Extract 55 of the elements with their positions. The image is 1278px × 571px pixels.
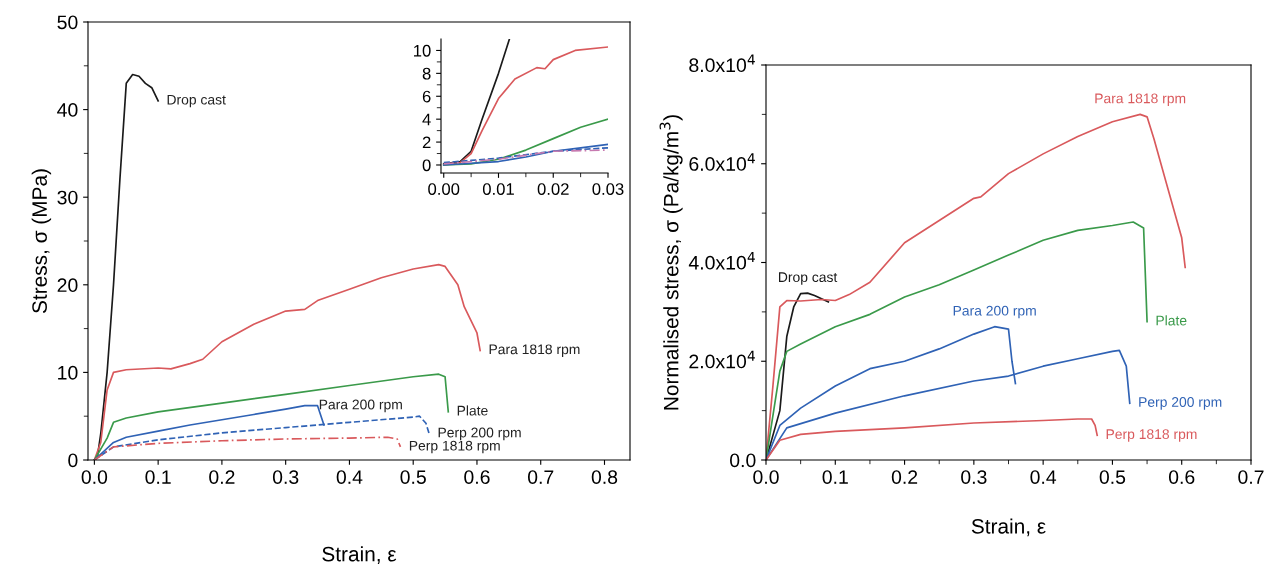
series-label: Plate [1156,315,1187,326]
y-tick-label: 2 [422,136,431,149]
y-tick-label: 4.0x10$^{4}$ [688,252,755,270]
series-label: Para 1818 rpm [489,344,580,357]
x-tick-label: 0.2 [209,470,235,484]
x-tick-label: 0.0 [753,470,779,484]
y-tick-label: 50 [57,15,78,30]
series-label: Drop cast [167,94,226,108]
x-tick-label: 0.6 [1168,470,1195,484]
series-label: Perp 1818 rpm [409,440,500,454]
x-axis-title: Strain, ε [971,518,1046,537]
x-tick-label: 0.6 [464,470,490,484]
y-tick-label: 2.0x10$^{4}$ [689,350,755,369]
x-tick-label: 0.02 [537,183,569,195]
x-tick-label: 0.1 [145,470,171,484]
x-axis-title: Strain, ε [322,546,397,564]
series-label: Para 200 rpm [319,399,402,413]
series-label: Perp 200 rpm [438,427,521,441]
x-tick-label: 0.8 [591,470,618,484]
x-tick-label: 0.3 [272,470,299,484]
x-tick-label: 0.3 [961,470,987,484]
x-tick-label: 0.2 [891,470,918,484]
y-tick-label: 20 [57,278,78,293]
y-tick-label: 0.0 [730,453,756,468]
x-tick-label: 0.1 [822,470,848,484]
y-tick-label: 6 [422,90,431,103]
x-tick-label: 0.4 [1030,470,1057,484]
series-label: Para 200 rpm [953,305,1036,319]
y-tick-label: 0 [68,453,78,468]
x-tick-label: 0.5 [1099,470,1126,484]
x-tick-label: 0.7 [527,470,554,484]
y-tick-label: 4 [422,113,431,126]
series-label: Perp 200 rpm [1139,397,1222,410]
y-tick-label: 8.0x10$^{4}$ [689,54,755,73]
y-axis-title: Stress, σ (MPa) [31,169,52,314]
y-tick-label: 6.0x10$^{4}$ [689,153,755,171]
y-tick-label: 0 [422,159,431,172]
line-series [442,39,511,165]
x-tick-label: 0.0 [81,470,108,484]
x-tick-label: 0.4 [336,470,363,484]
y-axis-title: Normalised stress, σ (Pa/kg/m$^{3}$) [659,115,683,410]
series-label: Para 1818 rpm [1095,93,1186,107]
series-label: Drop cast [778,272,838,285]
series-label: Perp 1818 rpm [1106,429,1197,442]
y-tick-label: 30 [57,190,78,205]
x-tick-label: 0.01 [482,183,514,195]
y-tick-label: 10 [58,365,78,380]
y-tick-label: 8 [422,67,431,80]
series-label: Plate [457,405,488,416]
x-tick-label: 0.5 [400,470,426,484]
x-tick-label: 0.00 [428,183,460,195]
x-tick-label: 0.03 [592,183,624,195]
y-tick-label: 10 [414,44,431,57]
y-tick-label: 40 [57,103,78,117]
x-tick-label: 0.7 [1238,470,1264,484]
